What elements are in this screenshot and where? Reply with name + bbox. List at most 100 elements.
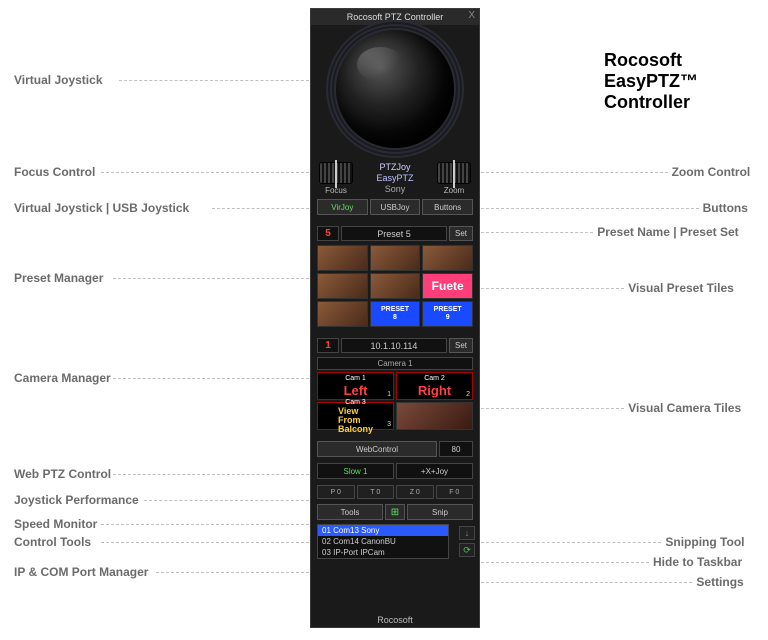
camera-tile[interactable]: Cam 1Left1 bbox=[317, 372, 394, 400]
zoom-wheel-icon[interactable] bbox=[437, 162, 471, 184]
callout-line bbox=[476, 582, 692, 583]
grid-icon[interactable]: ⊞ bbox=[385, 504, 405, 520]
callout-line bbox=[113, 474, 314, 475]
port-row[interactable]: 01 Com13 Sony bbox=[318, 525, 448, 536]
callout-label: Settings bbox=[696, 575, 743, 589]
callout-line bbox=[476, 232, 593, 233]
callout-line bbox=[113, 278, 314, 279]
callout-label: Preset Manager bbox=[14, 271, 103, 285]
snip-button[interactable]: Snip bbox=[407, 504, 473, 520]
callout-line bbox=[476, 172, 668, 173]
product-title: Rocosoft EasyPTZ™ Controller bbox=[604, 50, 698, 113]
preset-tile[interactable] bbox=[370, 273, 421, 299]
camera-tile[interactable] bbox=[396, 402, 473, 430]
webcontrol-button[interactable]: WebControl bbox=[317, 441, 437, 457]
settings-icon[interactable]: ⟳ bbox=[459, 543, 475, 557]
callout-label: Joystick Performance bbox=[14, 493, 139, 507]
callout-line bbox=[156, 572, 314, 573]
joy-mode-button[interactable]: +X+Joy bbox=[396, 463, 473, 479]
brand-l3: Sony bbox=[353, 184, 437, 195]
callout-label: Snipping Tool bbox=[665, 535, 744, 549]
focus-dial[interactable]: Focus bbox=[319, 162, 353, 195]
callout-label: IP & COM Port Manager bbox=[14, 565, 148, 579]
callout-line bbox=[476, 288, 624, 289]
preset-tile[interactable] bbox=[317, 273, 368, 299]
callout-label: Visual Preset Tiles bbox=[628, 281, 734, 295]
preset-tile[interactable]: PRESET9 bbox=[422, 301, 473, 327]
callout-label: Web PTZ Control bbox=[14, 467, 111, 481]
callout-line bbox=[101, 524, 314, 525]
camera-number[interactable]: 1 bbox=[317, 338, 339, 353]
preset-tile[interactable]: Fuete bbox=[422, 273, 473, 299]
mode-buttons: VirJoy USBJoy Buttons bbox=[311, 197, 479, 217]
buttons-button[interactable]: Buttons bbox=[422, 199, 473, 215]
callout-label: Speed Monitor bbox=[14, 517, 97, 531]
callout-label: Preset Name | Preset Set bbox=[597, 225, 738, 239]
speed-cell: P 0 bbox=[317, 485, 355, 499]
camera-tiles: Cam 1Left1Cam 2Right2Cam 3ViewFromBalcon… bbox=[311, 370, 479, 432]
product-line2: EasyPTZ™ bbox=[604, 71, 698, 92]
preset-tile[interactable] bbox=[317, 245, 368, 271]
speed-monitor: P 0T 0Z 0F 0 bbox=[311, 482, 479, 502]
callout-line bbox=[119, 80, 314, 81]
usbjoy-button[interactable]: USBJoy bbox=[370, 199, 421, 215]
speed-cell: T 0 bbox=[357, 485, 395, 499]
preset-name-field[interactable]: Preset 5 bbox=[341, 226, 447, 241]
callout-label: Focus Control bbox=[14, 165, 95, 179]
titlebar[interactable]: Rocosoft PTZ Controller X bbox=[311, 9, 479, 25]
speed-cell: Z 0 bbox=[396, 485, 434, 499]
camera-set-button[interactable]: Set bbox=[449, 338, 473, 353]
product-line1: Rocosoft bbox=[604, 50, 698, 71]
callout-label: Virtual Joystick | USB Joystick bbox=[14, 201, 189, 215]
camera-name: Camera 1 bbox=[317, 357, 473, 370]
callout-label: Visual Camera Tiles bbox=[628, 401, 741, 415]
title-text: Rocosoft PTZ Controller bbox=[347, 12, 444, 22]
port-list[interactable]: 01 Com13 Sony02 Com14 CanonBU03 IP-Port … bbox=[317, 524, 449, 559]
callout-label: Hide to Taskbar bbox=[653, 555, 742, 569]
slow-button[interactable]: Slow 1 bbox=[317, 463, 394, 479]
callout-line bbox=[476, 208, 699, 209]
product-line3: Controller bbox=[604, 92, 698, 113]
brand-center: PTZJoy EasyPTZ Sony bbox=[353, 162, 437, 195]
brand-l1: PTZJoy bbox=[353, 162, 437, 173]
callout-line bbox=[476, 542, 661, 543]
ptz-controller-panel: Rocosoft PTZ Controller X Focus PTZJoy E… bbox=[310, 8, 480, 628]
preset-header: 5 Preset 5 Set bbox=[311, 223, 479, 243]
callout-line bbox=[212, 208, 314, 209]
callout-line bbox=[476, 562, 649, 563]
preset-number[interactable]: 5 bbox=[317, 226, 339, 241]
hide-taskbar-icon[interactable]: ↓ bbox=[459, 526, 475, 540]
callout-line bbox=[476, 408, 624, 409]
callout-label: Control Tools bbox=[14, 535, 91, 549]
web-control-row: WebControl 80 bbox=[311, 438, 479, 460]
focus-wheel-icon[interactable] bbox=[319, 162, 353, 184]
preset-set-button[interactable]: Set bbox=[449, 226, 473, 241]
preset-tile[interactable]: PRESET8 bbox=[370, 301, 421, 327]
brand-l2: EasyPTZ bbox=[353, 173, 437, 184]
zoom-dial[interactable]: Zoom bbox=[437, 162, 471, 195]
port-side-buttons: ↓ ⟳ bbox=[459, 526, 475, 557]
callout-label: Buttons bbox=[703, 201, 748, 215]
tools-row: Tools ⊞ Snip bbox=[311, 502, 479, 522]
virjoy-button[interactable]: VirJoy bbox=[317, 199, 368, 215]
port-row[interactable]: 02 Com14 CanonBU bbox=[318, 536, 448, 547]
callout-line bbox=[144, 500, 314, 501]
close-icon[interactable]: X bbox=[468, 10, 475, 21]
camera-tile[interactable]: Cam 3ViewFromBalcony3 bbox=[317, 402, 394, 430]
camera-header: 1 10.1.10.114 Set bbox=[311, 335, 479, 355]
tools-button[interactable]: Tools bbox=[317, 504, 383, 520]
preset-tiles: FuetePRESET8PRESET9 bbox=[311, 243, 479, 329]
web-port-field[interactable]: 80 bbox=[439, 441, 473, 457]
preset-tile[interactable] bbox=[370, 245, 421, 271]
joystick-knob[interactable] bbox=[336, 30, 454, 148]
callout-label: Camera Manager bbox=[14, 371, 111, 385]
port-row[interactable]: 03 IP-Port IPCam bbox=[318, 547, 448, 558]
preset-tile[interactable] bbox=[422, 245, 473, 271]
camera-ip-field[interactable]: 10.1.10.114 bbox=[341, 338, 447, 353]
virtual-joystick[interactable] bbox=[311, 25, 479, 153]
port-manager: 01 Com13 Sony02 Com14 CanonBU03 IP-Port … bbox=[311, 524, 479, 559]
camera-tile[interactable]: Cam 2Right2 bbox=[396, 372, 473, 400]
preset-tile[interactable] bbox=[317, 301, 368, 327]
footer-brand: Rocosoft bbox=[311, 615, 479, 625]
performance-row: Slow 1 +X+Joy bbox=[311, 460, 479, 482]
